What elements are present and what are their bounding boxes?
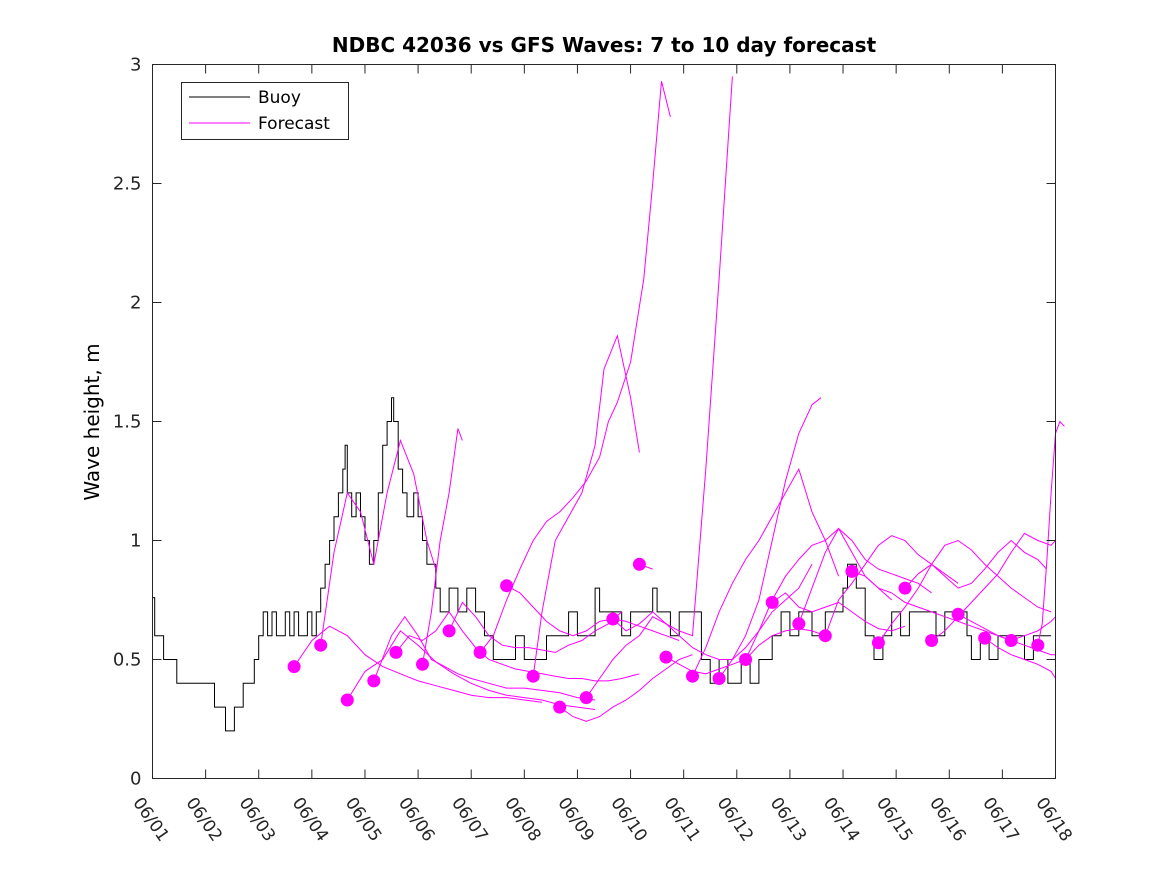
forecast-start-marker-26 bbox=[978, 631, 992, 645]
forecast-series-line-6 bbox=[422, 428, 463, 665]
forecast-start-marker-28 bbox=[1031, 638, 1045, 652]
forecast-series-line-11 bbox=[559, 654, 693, 722]
forecast-series-line-16 bbox=[692, 467, 840, 677]
x-tick-label: 06/17 bbox=[978, 794, 1022, 846]
forecast-series-line-10 bbox=[532, 334, 640, 677]
forecast-start-marker-18 bbox=[765, 595, 779, 609]
x-tick-label: 06/05 bbox=[341, 794, 385, 846]
legend-buoy-label: Buoy bbox=[258, 88, 301, 108]
x-tick-label: 06/08 bbox=[500, 794, 544, 846]
forecast-series-line-13 bbox=[612, 564, 813, 660]
forecast-series-line-2 bbox=[320, 438, 437, 646]
forecast-series-line-23 bbox=[877, 539, 1052, 644]
forecast-start-marker-13 bbox=[632, 557, 646, 571]
x-tick-label: 06/07 bbox=[447, 794, 491, 846]
forecast-series-line-7 bbox=[448, 601, 623, 653]
forecast-series-line-18 bbox=[745, 527, 893, 660]
forecast-start-marker-7 bbox=[473, 645, 487, 659]
y-tick-label: 0 bbox=[130, 769, 141, 790]
x-tick-label: 06/06 bbox=[394, 794, 438, 846]
forecast-start-marker-24 bbox=[925, 634, 939, 647]
forecast-series-line-3 bbox=[346, 630, 596, 710]
forecast-start-marker-0 bbox=[287, 660, 301, 674]
series-layer bbox=[152, 76, 1065, 732]
forecast-start-marker-10 bbox=[553, 700, 567, 714]
forecast-start-marker-21 bbox=[845, 564, 859, 578]
forecast-start-marker-20 bbox=[818, 629, 832, 643]
forecast-start-marker-8 bbox=[500, 579, 514, 593]
y-tick-label: 2 bbox=[130, 293, 141, 314]
forecast-series-line-1 bbox=[293, 625, 543, 703]
y-tick-label: 2.5 bbox=[113, 174, 142, 195]
y-tick-label: 1 bbox=[130, 531, 141, 552]
forecast-series-line-29 bbox=[1037, 420, 1065, 646]
forecast-series-line-12 bbox=[585, 76, 733, 698]
forecast-series-line-5 bbox=[395, 611, 640, 682]
marker-layer bbox=[287, 557, 1045, 714]
x-tick-label: 06/18 bbox=[1031, 794, 1075, 846]
chart-title: NDBC 42036 vs GFS Waves: 7 to 10 day for… bbox=[332, 33, 877, 57]
x-tick-label: 06/09 bbox=[553, 794, 597, 846]
x-tick-label: 06/01 bbox=[128, 794, 172, 846]
forecast-start-marker-19 bbox=[792, 617, 806, 631]
forecast-series-line-9 bbox=[506, 585, 680, 641]
forecast-start-marker-9 bbox=[526, 669, 540, 683]
forecast-series-line-21 bbox=[824, 535, 959, 636]
forecast-start-marker-3 bbox=[367, 674, 381, 688]
x-tick-label: 06/02 bbox=[182, 794, 226, 846]
forecast-start-marker-25 bbox=[951, 607, 965, 621]
y-axis-label: Wave height, m bbox=[80, 343, 104, 500]
forecast-start-marker-22 bbox=[871, 636, 885, 650]
x-tick-label: 06/14 bbox=[819, 794, 863, 846]
forecast-series-line-25 bbox=[931, 532, 1056, 641]
legend-forecast-label: Forecast bbox=[258, 114, 330, 134]
forecast-start-marker-6 bbox=[442, 624, 456, 638]
legend-box bbox=[181, 82, 349, 140]
x-tick-label: 06/10 bbox=[606, 794, 650, 846]
y-tick-label: 0.5 bbox=[113, 650, 142, 671]
forecast-start-marker-11 bbox=[579, 691, 593, 705]
forecast-series-line-27 bbox=[984, 637, 1056, 679]
x-tick-label: 06/03 bbox=[235, 794, 279, 846]
forecast-series-line-20 bbox=[798, 527, 932, 624]
forecast-series-line-19 bbox=[771, 592, 906, 632]
forecast-series-line-8 bbox=[479, 81, 671, 653]
forecast-series-line-4 bbox=[373, 615, 596, 701]
forecast-start-marker-4 bbox=[389, 645, 403, 659]
legend: Buoy Forecast bbox=[181, 82, 349, 140]
x-tick-label: 06/16 bbox=[925, 794, 969, 846]
forecast-start-marker-14 bbox=[659, 650, 673, 664]
x-tick-label: 06/11 bbox=[660, 794, 704, 846]
x-tick-label: 06/12 bbox=[713, 794, 757, 846]
forecast-start-marker-1 bbox=[314, 638, 328, 652]
forecast-series-line-22 bbox=[851, 570, 1012, 641]
forecast-start-marker-5 bbox=[416, 657, 429, 671]
forecast-series-line-28 bbox=[1011, 616, 1056, 641]
forecast-start-marker-12 bbox=[606, 612, 620, 626]
forecast-start-marker-2 bbox=[340, 693, 354, 707]
forecast-series-line-17 bbox=[718, 397, 822, 679]
x-tick-label: 06/15 bbox=[872, 794, 916, 846]
tick-layer: 06/01 06/02 06/03 06/04 06/05 06/06 06/07 06/08… bbox=[113, 55, 1076, 846]
forecast-start-marker-23 bbox=[898, 581, 912, 595]
y-tick-label: 3 bbox=[130, 55, 141, 76]
forecast-start-marker-27 bbox=[1004, 634, 1018, 647]
forecast-start-marker-16 bbox=[712, 672, 726, 685]
y-tick-label: 1.5 bbox=[113, 412, 142, 433]
forecast-start-marker-17 bbox=[739, 653, 753, 666]
forecast-series-line-24 bbox=[904, 539, 1047, 589]
x-tick-label: 06/13 bbox=[766, 794, 810, 846]
x-tick-label: 06/04 bbox=[288, 794, 332, 846]
forecast-start-marker-15 bbox=[686, 669, 699, 683]
